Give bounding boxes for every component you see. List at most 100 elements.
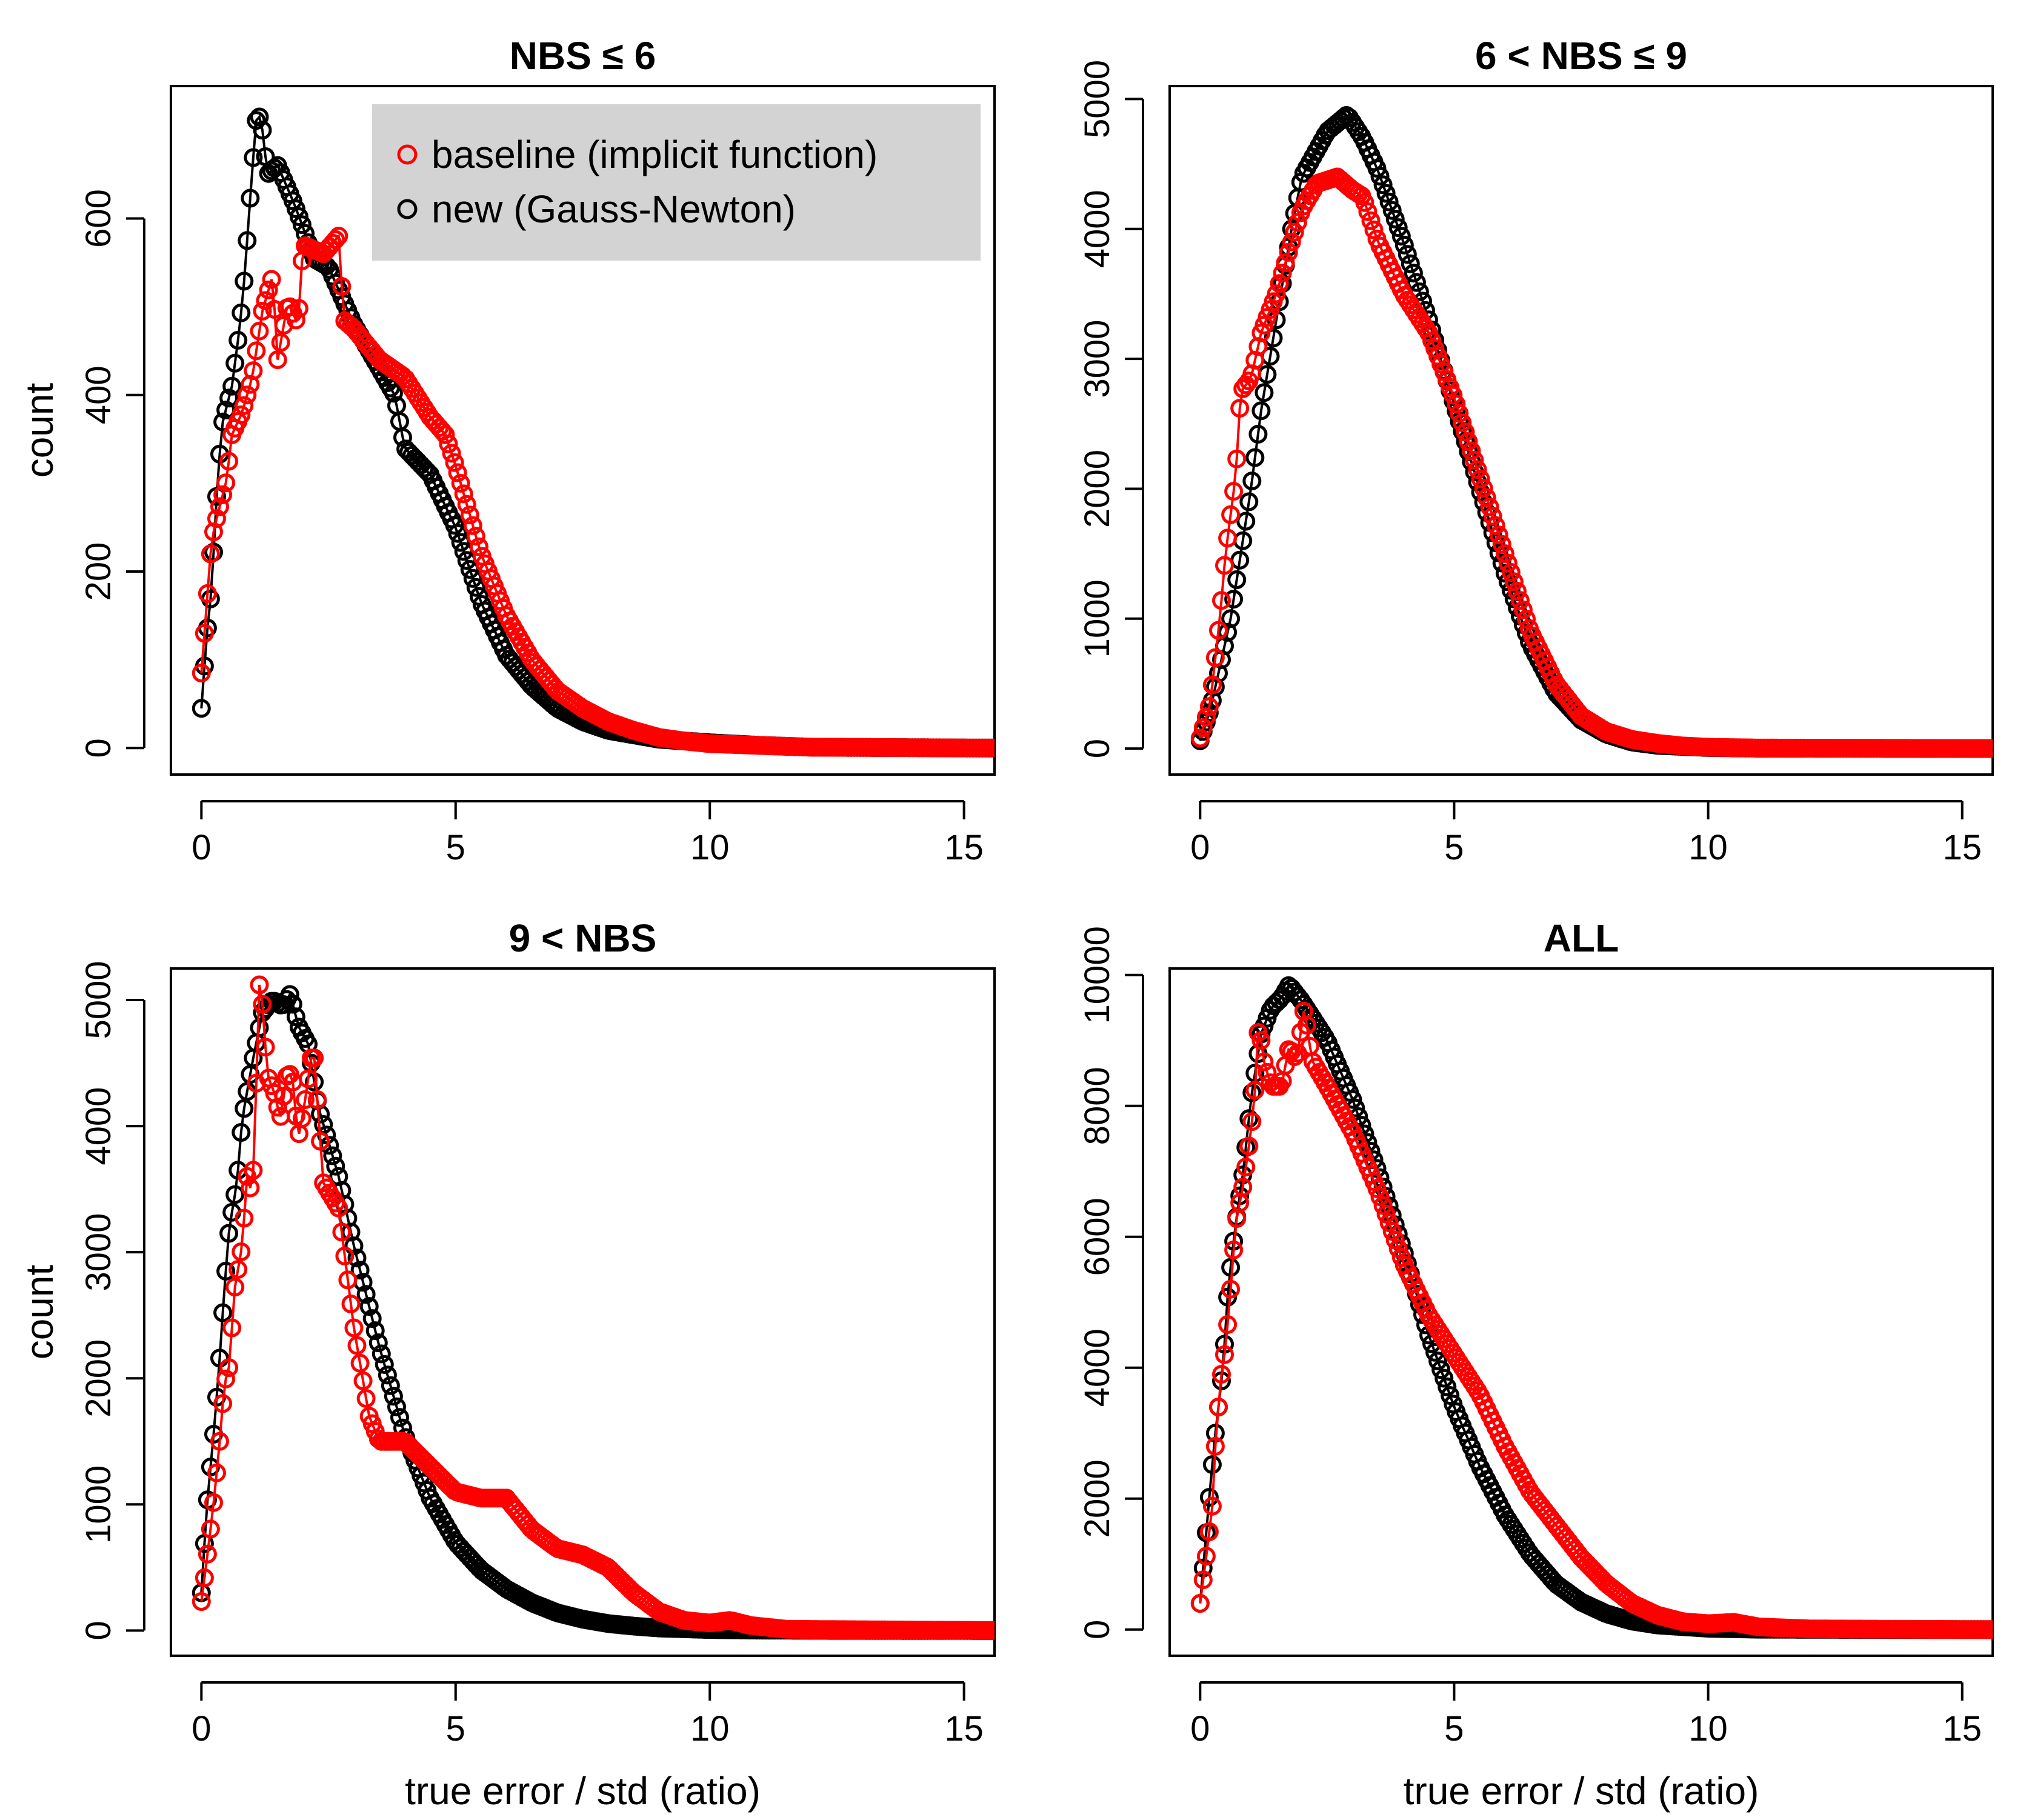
- y-tick-label: 8000: [1078, 1067, 1117, 1145]
- data-point: [323, 1146, 342, 1165]
- x-axis-label: true error / std (ratio): [405, 1769, 761, 1813]
- data-point: [244, 148, 263, 167]
- data-point: [1218, 1315, 1238, 1334]
- data-point: [347, 1336, 367, 1355]
- data-point: [1248, 424, 1268, 444]
- data-point: [286, 310, 305, 330]
- data-point: [1438, 1377, 1457, 1396]
- data-point: [356, 1389, 376, 1408]
- data-point: [241, 1178, 260, 1198]
- data-point: [235, 272, 254, 291]
- data-point: [1279, 242, 1298, 262]
- data-point: [1486, 516, 1505, 535]
- data-point: [1221, 1279, 1241, 1299]
- data-point: [1267, 284, 1286, 304]
- legend-box: [372, 104, 981, 261]
- data-point: [1297, 1016, 1316, 1035]
- data-point: [271, 333, 290, 352]
- data-point: [1388, 1239, 1408, 1258]
- data-point: [1358, 202, 1378, 221]
- data-point: [335, 1246, 355, 1265]
- data-point: [1492, 535, 1511, 554]
- y-tick-label: 4000: [1078, 190, 1117, 268]
- data-point: [207, 509, 226, 528]
- data-point: [362, 1309, 382, 1328]
- data-point: [1495, 544, 1515, 564]
- data-point: [384, 384, 403, 403]
- plot-area: [1190, 976, 1993, 1639]
- data-point: [1242, 1112, 1262, 1132]
- data-point: [232, 405, 251, 424]
- data-point: [1199, 1522, 1219, 1541]
- data-point: [326, 230, 345, 249]
- x-axis: 0 5 10 15: [1190, 800, 1982, 867]
- plot-frame: [1168, 967, 1994, 1657]
- data-point: [1364, 220, 1384, 239]
- data-point: [256, 1038, 275, 1057]
- data-point: [1504, 572, 1524, 592]
- data-point: [1468, 460, 1487, 479]
- data-point: [192, 1592, 211, 1611]
- data-point: [1230, 399, 1250, 418]
- data-point: [1224, 482, 1244, 501]
- y-tick-label: 400: [79, 365, 118, 424]
- data-point: [390, 1408, 409, 1427]
- data-point: [235, 396, 254, 415]
- data-point: [274, 1087, 293, 1106]
- data-point: [1435, 1368, 1454, 1388]
- panel-2: 6 < NBS ≤ 9 0 5 10 15 0 1000 2000 3000 4000 5000: [1078, 34, 1994, 867]
- data-point: [1450, 404, 1469, 423]
- data-point: [1224, 590, 1244, 609]
- data-point: [1215, 556, 1234, 575]
- data-point: [356, 1285, 376, 1304]
- y-axis-label: count: [18, 383, 61, 478]
- y-tick-label: 2000: [79, 1339, 118, 1418]
- data-point: [1444, 385, 1463, 405]
- y-tick-label: 2000: [1078, 1459, 1117, 1538]
- x-tick-label: 10: [690, 828, 730, 867]
- data-point: [347, 1248, 367, 1268]
- data-point: [1288, 213, 1307, 232]
- x-tick-label: 15: [1942, 1709, 1982, 1748]
- data-point: [1239, 1109, 1259, 1128]
- data-point: [344, 1318, 364, 1338]
- data-point: [198, 584, 217, 603]
- data-point: [1334, 108, 1353, 128]
- data-point: [305, 1048, 324, 1068]
- data-point: [344, 1236, 364, 1256]
- data-point: [378, 1365, 397, 1385]
- data-point: [1376, 1204, 1396, 1224]
- data-point: [280, 985, 299, 1004]
- data-point: [1370, 1187, 1390, 1207]
- panel-3: 9 < NBS 0 5 10 15 true error / std (ratio) 0 10…: [18, 916, 996, 1813]
- data-point: [1251, 401, 1271, 421]
- x-tick-label: 0: [192, 828, 211, 867]
- data-point: [1236, 1158, 1256, 1177]
- data-point: [445, 453, 464, 472]
- legend-label: new (Gauss-Newton): [432, 187, 796, 231]
- data-point: [247, 341, 266, 361]
- data-point: [262, 270, 281, 289]
- data-point: [1382, 201, 1402, 220]
- data-point: [1199, 697, 1219, 716]
- data-point: [445, 516, 464, 535]
- plot-frame: [170, 85, 996, 776]
- panel-title: NBS ≤ 6: [510, 34, 656, 78]
- data-point: [469, 537, 488, 556]
- data-point: [1236, 512, 1256, 531]
- data-point: [210, 497, 229, 516]
- data-point: [1370, 167, 1390, 186]
- data-point: [283, 995, 302, 1014]
- data-point: [1395, 235, 1414, 255]
- data-point: [1983, 1620, 1993, 1639]
- data-point: [1373, 1196, 1393, 1215]
- data-point: [1391, 227, 1411, 246]
- data-point: [1285, 1047, 1304, 1066]
- data-point: [381, 1376, 400, 1395]
- x-tick-label: 10: [1688, 828, 1728, 867]
- data-point: [1218, 528, 1238, 548]
- y-tick-label: 2000: [1078, 450, 1117, 528]
- data-point: [1471, 469, 1490, 488]
- data-point: [1193, 1570, 1213, 1590]
- data-point: [442, 444, 461, 463]
